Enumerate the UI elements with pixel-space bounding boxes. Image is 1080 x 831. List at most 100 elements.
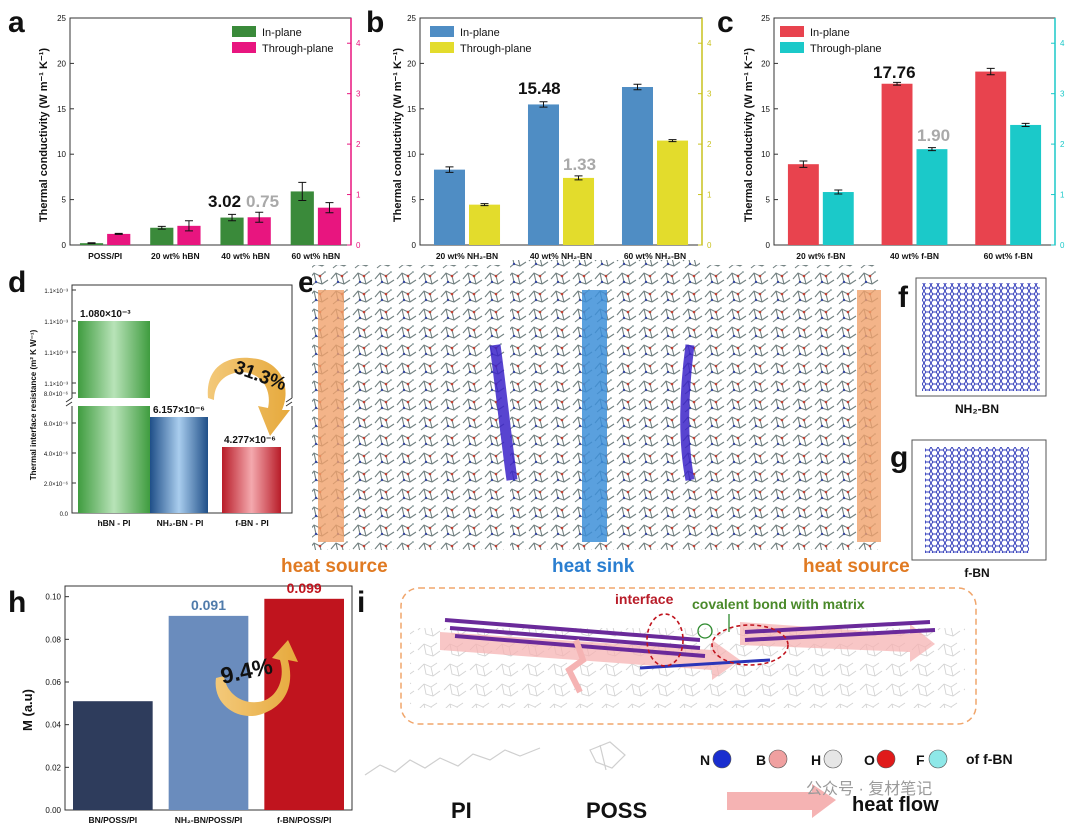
- panel-i: i interface covalent bond with matrix PI…: [357, 586, 1013, 823]
- bar-throughplane: [177, 225, 201, 245]
- md-polymer-right: [700, 265, 880, 550]
- heat-source-right-label: heat source: [803, 556, 910, 577]
- bar-inplane: [787, 164, 819, 245]
- panel-c-annot-inplane: 17.76: [873, 63, 916, 82]
- panel-d-cat-hbn: hBN - PI: [97, 518, 130, 528]
- right-tick-label: 2: [356, 140, 361, 149]
- tick-label: 0.02: [45, 763, 61, 772]
- panel-g-caption: f-BN: [964, 566, 989, 580]
- right-tick-label: 0: [707, 241, 712, 250]
- legend-label-inplane: In-plane: [460, 27, 500, 39]
- interface-ellipse-right: [711, 624, 789, 666]
- panel-b-legend: In-plane Through-plane: [430, 26, 532, 55]
- right-tick-label: 0: [1060, 241, 1065, 250]
- heat-flow-legend-arrow: [727, 784, 836, 818]
- panel-d: d Thermal interface resistance (m² K W⁻¹…: [8, 266, 298, 528]
- left-tick-label: 5: [62, 196, 67, 205]
- bar-throughplane: [247, 217, 271, 245]
- category-label: 20 wt% hBN: [151, 251, 200, 261]
- panel-d-value-nh2bn: 6.157×10⁻⁶: [153, 405, 205, 416]
- left-tick-label: 15: [761, 105, 770, 114]
- bar-throughplane: [107, 233, 131, 245]
- right-tick-label: 2: [707, 140, 712, 149]
- panel-a: a Thermal conductivity (W m⁻¹ K⁻¹) 05101…: [8, 6, 361, 261]
- bar: [73, 701, 153, 810]
- panel-c-annot-through: 1.90: [917, 126, 950, 145]
- atom-sphere: [768, 749, 788, 769]
- legend-swatch-inplane: [232, 26, 256, 37]
- value-label: 0.091: [191, 597, 226, 613]
- panel-f-caption: NH₂-BN: [955, 402, 999, 416]
- lower-tick-label: 8.0×10⁻⁶: [44, 391, 69, 398]
- legend-label-inplane: In-plane: [810, 27, 850, 39]
- panel-c-label: c: [717, 6, 734, 39]
- panel-g: g f-BN: [890, 439, 1047, 580]
- error-bar: [1021, 122, 1030, 127]
- left-tick-label: 0: [766, 241, 771, 250]
- panel-c-ylabel: Thermal conductivity (W m⁻¹ K⁻¹): [743, 48, 755, 223]
- atom-symbol: B: [756, 752, 766, 768]
- panel-d-bar-fbn: [222, 447, 281, 513]
- panel-d-cat-nh2bn: NH₂-BN - PI: [157, 518, 204, 528]
- right-tick-label: 1: [356, 191, 361, 200]
- right-tick-label: 3: [1060, 90, 1065, 99]
- panel-f: f NH₂-BN: [898, 277, 1047, 416]
- error-bar: [114, 232, 123, 235]
- heat-source-left-label: heat source: [281, 556, 388, 577]
- panel-a-bars: [79, 181, 342, 245]
- panel-e-label: e: [298, 266, 315, 299]
- panel-h-bars: 0.091 0.099: [73, 580, 344, 810]
- atom-legend-suffix: of f-BN: [966, 751, 1013, 767]
- lower-tick-label: 0.0: [60, 512, 69, 518]
- panel-d-break-marks: [65, 397, 293, 407]
- right-tick-label: 1: [707, 191, 712, 200]
- category-label: 40 wt% hBN: [221, 251, 270, 261]
- right-tick-label: 4: [707, 39, 712, 48]
- bn-lower-sheet: [639, 658, 771, 670]
- panel-a-ylabel: Thermal conductivity (W m⁻¹ K⁻¹): [38, 48, 50, 223]
- left-tick-label: 20: [407, 59, 416, 68]
- left-tick-label: 5: [766, 196, 771, 205]
- zigzag-heat-arrow: [565, 639, 587, 694]
- left-tick-label: 25: [407, 14, 416, 23]
- category-label: 40 wt% f-BN: [890, 251, 939, 261]
- legend-swatch-inplane: [430, 26, 454, 37]
- pi-molecule: [364, 747, 541, 776]
- bar-inplane: [433, 169, 465, 245]
- right-tick-label: 4: [356, 39, 361, 48]
- panel-g-label: g: [890, 441, 908, 474]
- atom-sphere: [712, 749, 732, 769]
- bar-inplane: [881, 83, 913, 245]
- panel-c-categories: 20 wt% f-BN 40 wt% f-BN 60 wt% f-BN: [796, 251, 1032, 261]
- panel-e: e heat source heat sink heat source: [281, 260, 910, 577]
- bar-inplane: [621, 87, 653, 246]
- upper-tick-label: 1.1×10⁻³: [44, 351, 68, 357]
- panel-c-left-axis: 0 5 10 15 20 25: [761, 14, 778, 250]
- error-bar: [799, 160, 808, 168]
- lower-tick-label: 6.0×10⁻⁶: [44, 421, 69, 428]
- left-tick-label: 0: [412, 241, 417, 250]
- bar-throughplane: [822, 192, 854, 245]
- tick-label: 0.10: [45, 593, 61, 602]
- legend-label-throughplane: Through-plane: [262, 43, 334, 55]
- category-label: f-BN/POSS/PI: [277, 815, 331, 825]
- bar-throughplane: [916, 149, 948, 245]
- bar-inplane: [290, 191, 314, 245]
- panel-b-bars: [433, 83, 689, 246]
- left-tick-label: 10: [57, 150, 66, 159]
- heat-sink-band: [582, 290, 607, 542]
- lower-tick-label: 4.0×10⁻⁶: [44, 451, 69, 458]
- bn-sheet-right-part: [744, 620, 936, 642]
- panel-d-bar-hbn: [78, 321, 150, 513]
- pi-label: PI: [451, 798, 472, 823]
- category-label: 60 wt% f-BN: [984, 251, 1033, 261]
- f-bn-sheet: [925, 447, 1029, 553]
- panel-i-label: i: [357, 586, 365, 619]
- error-bar: [480, 203, 489, 207]
- heat-source-right-band: [857, 290, 881, 542]
- error-bar: [986, 67, 995, 76]
- panel-b-categories: 20 wt% NH₂-BN 40 wt% NH₂-BN 60 wt% NH₂-BN: [436, 251, 686, 261]
- bn-sheet-left: [489, 344, 518, 481]
- panel-b-right-axis: 0 1 2 3 4: [698, 18, 712, 250]
